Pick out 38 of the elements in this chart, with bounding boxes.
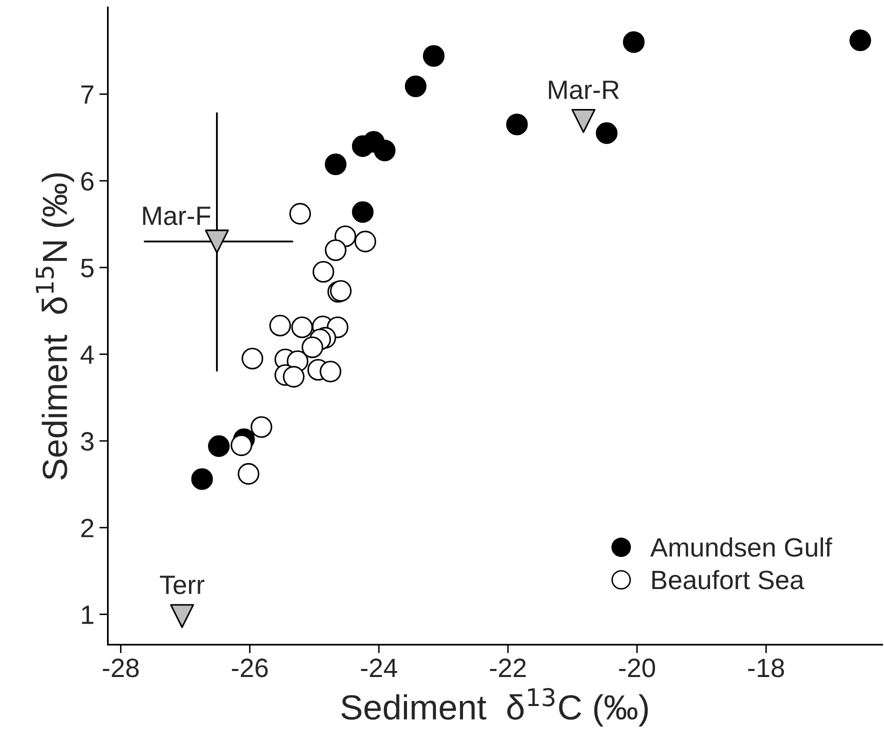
point xyxy=(208,435,230,457)
y-tick-label: 4 xyxy=(80,346,94,364)
point xyxy=(422,45,445,67)
point xyxy=(282,366,305,388)
x-axis-title: Sediment δ$^{13}$C (‰) xyxy=(341,688,648,727)
x-tick-label: -28 xyxy=(102,658,139,678)
point xyxy=(622,31,645,53)
point xyxy=(230,434,252,456)
point xyxy=(324,154,346,176)
y-axis-title: Sediment δ$^{15}$N (‰) xyxy=(36,173,74,480)
point xyxy=(506,114,528,136)
x-tick-label: -24 xyxy=(360,658,398,677)
x-tick-label: -20 xyxy=(619,658,656,678)
point xyxy=(191,468,213,490)
legend-label: Beaufort Sea xyxy=(652,570,804,590)
point xyxy=(302,336,324,358)
point xyxy=(404,75,426,98)
annotation: Terr xyxy=(160,576,204,594)
annotation: Mar-F xyxy=(143,206,210,226)
y-tick-label: 7 xyxy=(81,86,94,104)
x-tick-label: -22 xyxy=(490,658,526,677)
annotation: Mar-R xyxy=(548,80,619,100)
y-tick-label: 1 xyxy=(82,606,94,624)
point xyxy=(849,30,872,52)
point xyxy=(352,201,374,223)
point xyxy=(571,109,596,133)
point xyxy=(596,122,618,144)
y-tick-label: 3 xyxy=(80,432,94,451)
point xyxy=(204,230,229,254)
point xyxy=(374,140,396,162)
x-tick-label: -18 xyxy=(748,658,784,678)
y-tick-label: 5 xyxy=(81,258,94,278)
point xyxy=(170,604,194,628)
x-tick-label: -26 xyxy=(232,658,268,678)
point xyxy=(320,360,342,382)
y-tick-label: 6 xyxy=(81,172,94,191)
y-tick-label: 2 xyxy=(81,518,94,538)
legend-label: Amundsen Gulf xyxy=(650,537,832,557)
